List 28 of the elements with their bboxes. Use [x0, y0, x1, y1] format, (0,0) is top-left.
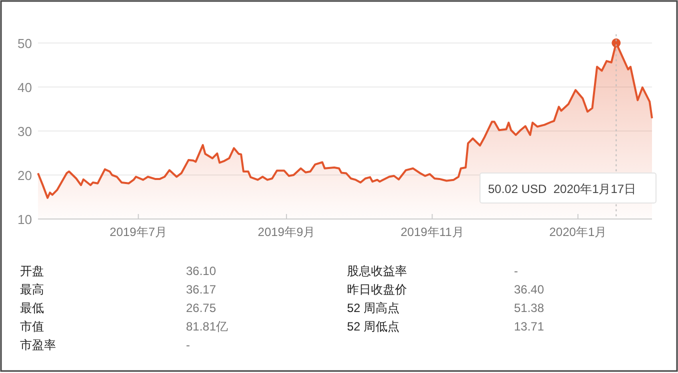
- text: -: [186, 338, 190, 352]
- x-tick-label: 2019年7月: [110, 225, 168, 239]
- text: 开盘: [20, 264, 44, 278]
- text: 最低: [20, 301, 44, 315]
- text: 13.71: [514, 320, 544, 334]
- y-tick-label: 20: [18, 168, 32, 183]
- text: 51.38: [514, 301, 544, 315]
- text: 26.75: [186, 301, 216, 315]
- x-tick-label: 2020年1月: [549, 225, 607, 239]
- x-tick-label: 2019年9月: [258, 225, 316, 239]
- x-tick-label: 2019年11月: [400, 225, 464, 239]
- text: 股息收益率: [347, 264, 407, 278]
- y-tick-label: 40: [18, 80, 32, 95]
- text: 36.40: [514, 282, 544, 296]
- text: -: [514, 264, 518, 278]
- text: 市盈率: [20, 338, 56, 352]
- text: 昨日收盘价: [347, 282, 407, 296]
- text: 52 周高点: [347, 301, 400, 315]
- text: 36.17: [186, 282, 216, 296]
- text: 市值: [20, 320, 44, 334]
- y-tick-label: 50: [18, 36, 32, 51]
- text: 81.81亿: [186, 320, 228, 334]
- text: 36.10: [186, 264, 216, 278]
- annotation: 50.02 USD 2020年1月17日: [488, 182, 636, 196]
- y-tick-label: 30: [18, 124, 32, 139]
- y-tick-label: 10: [18, 212, 32, 227]
- text: 最高: [20, 282, 44, 296]
- text: 52 周低点: [347, 320, 400, 334]
